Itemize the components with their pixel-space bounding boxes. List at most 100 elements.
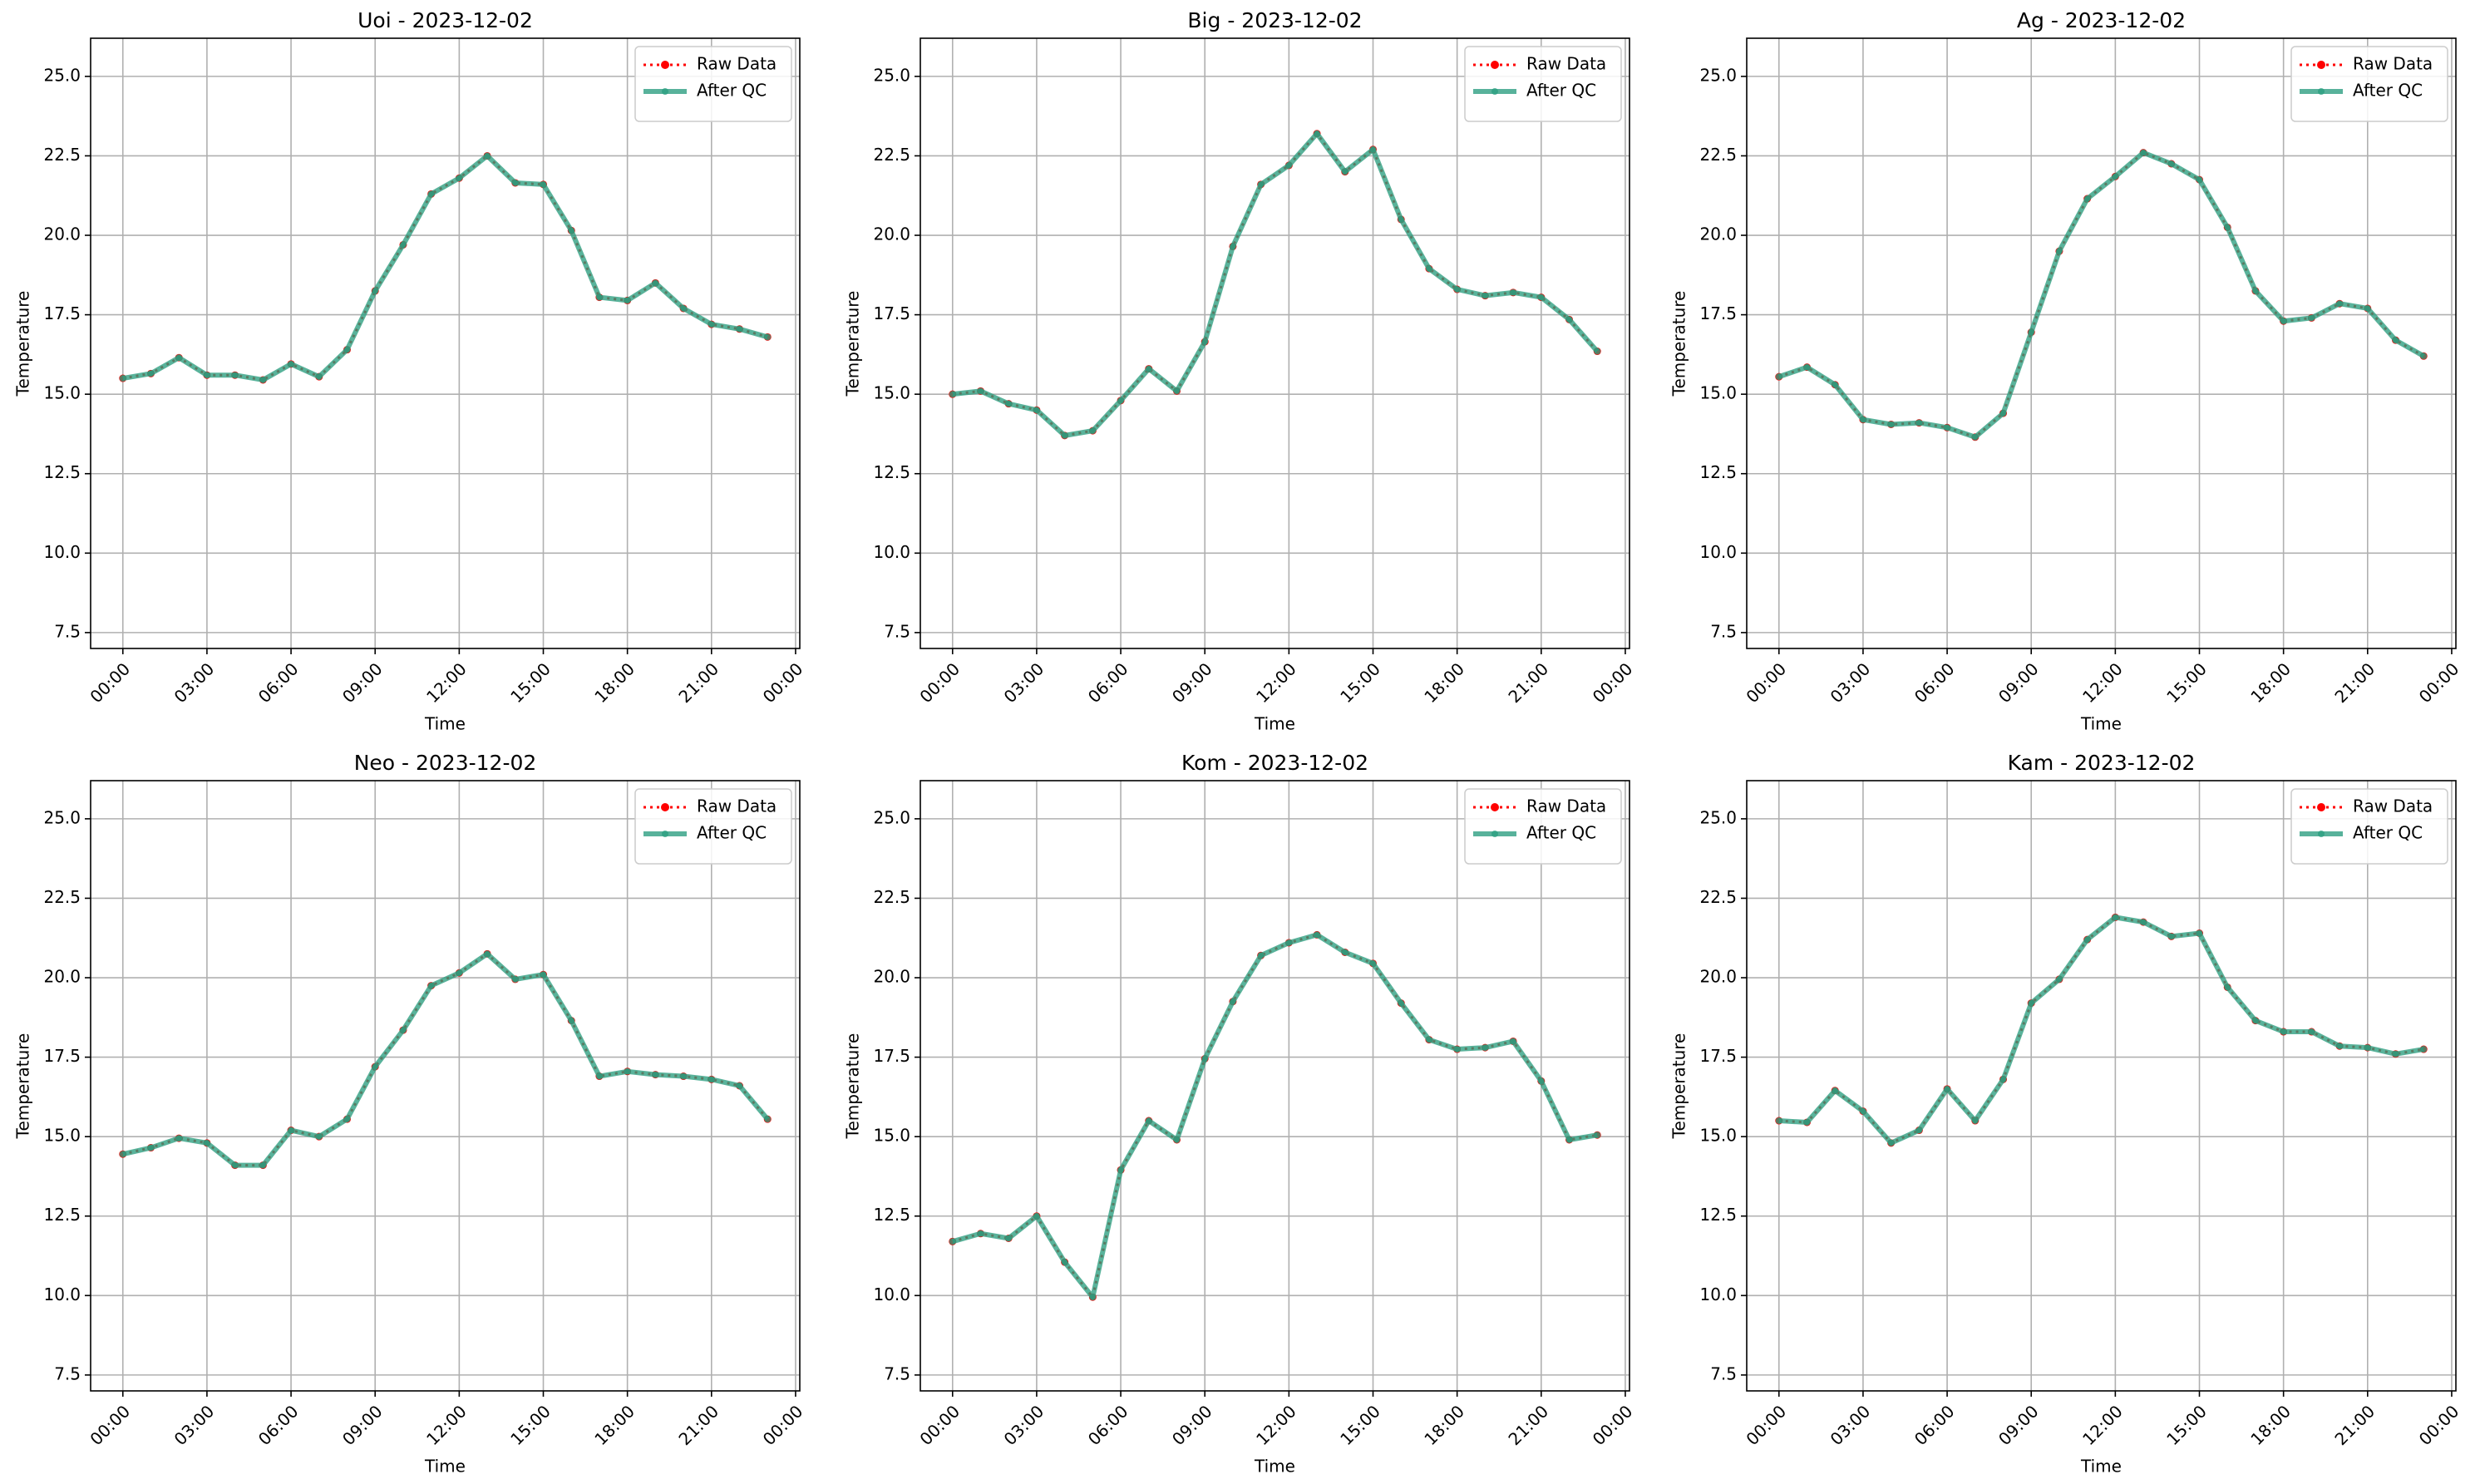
qc-point <box>231 1161 239 1169</box>
qc-point <box>1117 1166 1125 1174</box>
qc-point <box>2364 304 2371 312</box>
y-tick-label: 7.5 <box>54 1363 81 1383</box>
y-tick-label: 10.0 <box>873 542 910 562</box>
y-tick-label: 25.0 <box>1699 807 1737 827</box>
qc-point <box>2251 1017 2259 1024</box>
x-tick-label: 00:00 <box>1742 658 1790 707</box>
qc-point <box>1117 397 1125 404</box>
legend-marker <box>661 803 669 811</box>
qc-point <box>1173 1136 1181 1143</box>
axes-frame <box>90 37 801 649</box>
y-tick-label: 20.0 <box>1699 224 1737 244</box>
y-tick-label: 17.5 <box>873 303 910 323</box>
qc-point <box>2083 195 2091 203</box>
x-axis-label: Time <box>2080 714 2122 734</box>
x-tick-label: 06:00 <box>1084 658 1132 707</box>
qc-line <box>122 153 769 382</box>
x-tick-label: 12:00 <box>1252 658 1300 707</box>
qc-point <box>1341 949 1348 956</box>
qc-point <box>1229 998 1236 1005</box>
legend-marker <box>2317 61 2325 69</box>
y-tick-label: 15.0 <box>1699 383 1737 403</box>
legend-label: After QC <box>2353 823 2423 843</box>
legend-label: After QC <box>1526 81 1596 101</box>
x-tick-label: 21:00 <box>1504 658 1552 707</box>
qc-point <box>1005 1235 1013 1242</box>
y-tick-label: 17.5 <box>1699 303 1737 323</box>
y-tick-label: 12.5 <box>1699 462 1737 482</box>
qc-point <box>1859 1107 1866 1115</box>
qc-point <box>977 387 984 395</box>
qc-point <box>315 373 323 381</box>
qc-point <box>1803 363 1811 371</box>
qc-point <box>175 354 183 362</box>
legend-marker <box>661 61 669 69</box>
qc-point <box>1832 381 1839 388</box>
y-tick-label: 17.5 <box>43 1046 81 1066</box>
x-tick-label: 12:00 <box>1252 1401 1300 1449</box>
y-tick-label: 25.0 <box>1699 65 1737 85</box>
subplot: Neo - 2023-12-02 00:00 03:00 06:00 09:00 12:0… <box>13 751 807 1477</box>
y-tick-label: 12.5 <box>873 1205 910 1225</box>
x-tick-label: 18:00 <box>590 658 638 707</box>
legend-label: Raw Data <box>697 54 777 74</box>
qc-point <box>1565 1136 1573 1143</box>
qc-point <box>1061 431 1068 439</box>
qc-point <box>1887 1139 1895 1146</box>
qc-point <box>1033 407 1040 414</box>
subplot-title: Ag - 2023-12-02 <box>2017 8 2186 32</box>
legend-marker <box>1491 88 1498 95</box>
x-tick-label: 18:00 <box>1420 658 1468 707</box>
x-axis-label: Time <box>1254 1457 1295 1477</box>
x-tick-label: 03:00 <box>1827 658 1875 707</box>
qc-point <box>2336 1043 2344 1050</box>
qc-point <box>1173 387 1181 395</box>
qc-point <box>315 1133 323 1141</box>
qc-point <box>1915 1127 1923 1134</box>
qc-point <box>1229 243 1236 250</box>
qc-point <box>736 325 743 333</box>
x-tick-label: 00:00 <box>915 1401 964 1449</box>
qc-point <box>203 1139 210 1146</box>
qc-point <box>2224 224 2231 231</box>
y-tick-label: 22.5 <box>43 145 81 165</box>
qc-line <box>1777 150 2425 440</box>
qc-point <box>595 293 603 301</box>
qc-point <box>764 333 772 341</box>
qc-point <box>2308 1028 2315 1036</box>
y-tick-label: 17.5 <box>873 1046 910 1066</box>
qc-point <box>1510 288 1517 296</box>
x-tick-label: 03:00 <box>1827 1401 1875 1449</box>
y-tick-label: 25.0 <box>43 807 81 827</box>
qc-point <box>2420 1046 2428 1053</box>
x-tick-label: 06:00 <box>254 1401 303 1449</box>
x-tick-label: 06:00 <box>1084 1401 1132 1449</box>
y-tick-label: 15.0 <box>1699 1126 1737 1146</box>
qc-point <box>1887 421 1895 428</box>
qc-point <box>540 180 547 188</box>
qc-point <box>2224 984 2231 991</box>
qc-point <box>1369 145 1377 153</box>
y-tick-label: 7.5 <box>1710 1363 1737 1383</box>
x-tick-label: 18:00 <box>1420 1401 1468 1449</box>
qc-point <box>2392 337 2399 344</box>
qc-point <box>1775 373 1782 381</box>
qc-point <box>1369 959 1377 967</box>
qc-point <box>456 969 463 977</box>
qc-point <box>1257 180 1265 188</box>
qc-point <box>427 982 435 989</box>
qc-point <box>568 1017 575 1024</box>
y-tick-label: 22.5 <box>873 145 910 165</box>
y-tick-label: 15.0 <box>43 1126 81 1146</box>
qc-point <box>147 370 155 377</box>
axes-frame <box>1746 37 2457 649</box>
y-tick-label: 7.5 <box>1710 621 1737 641</box>
qc-point <box>1285 161 1293 169</box>
y-tick-label: 12.5 <box>43 462 81 482</box>
qc-point <box>2280 1028 2287 1036</box>
x-tick-label: 00:00 <box>759 658 807 707</box>
qc-point <box>1565 316 1573 323</box>
qc-point <box>288 360 295 367</box>
x-tick-label: 21:00 <box>2330 658 2379 707</box>
qc-point <box>119 375 126 382</box>
